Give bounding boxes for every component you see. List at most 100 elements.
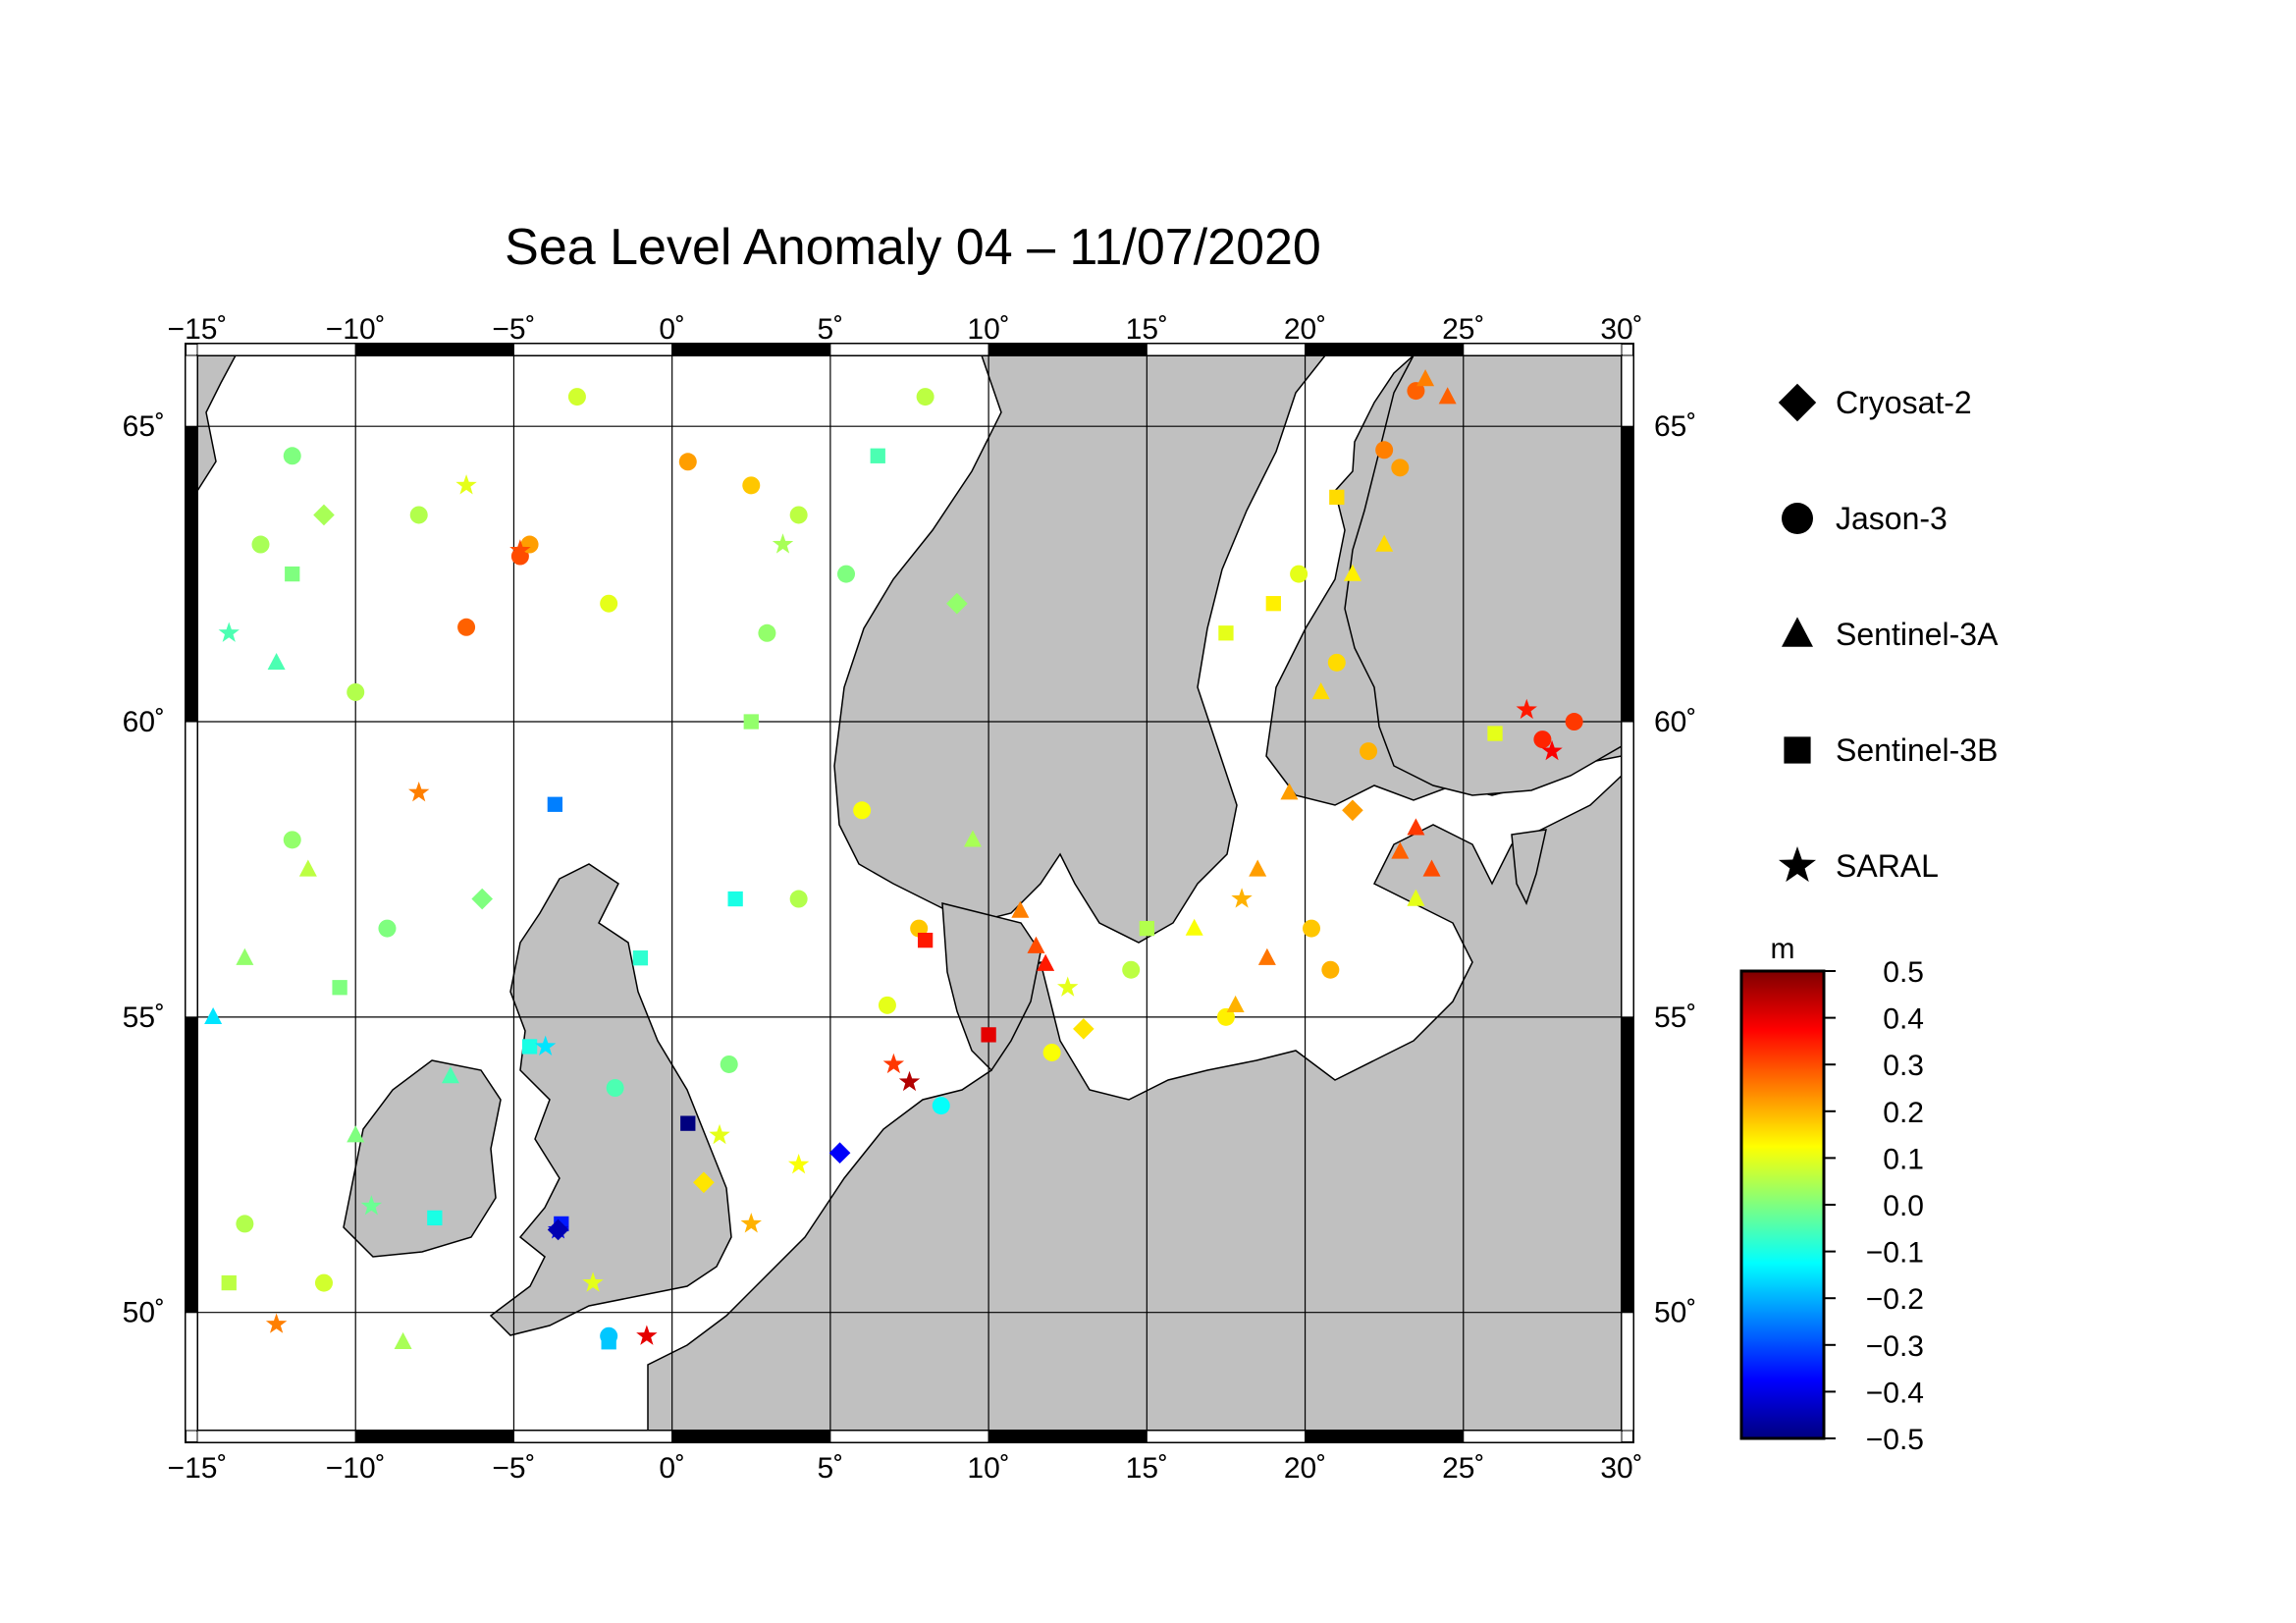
colorbar-unit: m	[1771, 933, 1795, 965]
legend-label: Sentinel-3B	[1836, 732, 1998, 768]
marker-saral	[265, 1313, 288, 1333]
marker-sentinel-3a	[441, 1066, 459, 1084]
lon-tick-label-bottom: 15˚	[1126, 1452, 1168, 1485]
marker-cryosat-2	[828, 1142, 851, 1164]
marker-jason-3	[251, 535, 270, 554]
marker-sentinel-3a	[963, 830, 982, 847]
marker-sentinel-3a	[1249, 859, 1267, 877]
frame-bar-top	[512, 343, 673, 356]
legend-symbol-diamond	[1778, 383, 1817, 422]
marker-jason-3	[1042, 1043, 1061, 1061]
colorbar-tick-label: −0.4	[1866, 1377, 1924, 1409]
marker-jason-3	[916, 388, 934, 406]
map-frame	[185, 343, 1634, 1443]
marker-saral	[709, 1123, 730, 1145]
frame-bar-right	[1621, 1312, 1634, 1432]
colorbar-gradient	[1739, 969, 1826, 1440]
frame-bar-bottom	[988, 1430, 1148, 1443]
marker-sentinel-3a	[1037, 953, 1055, 971]
marker-sentinel-3b	[1218, 625, 1234, 641]
marker-jason-3	[283, 447, 301, 465]
frame-bar-bottom	[196, 1430, 356, 1443]
colorbar-tick-label: −0.1	[1866, 1237, 1924, 1270]
marker-jason-3	[758, 623, 776, 642]
marker-sentinel-3b	[221, 1274, 237, 1291]
lat-tick-label-left: 65˚	[123, 410, 165, 443]
colorbar-tick-label: −0.5	[1866, 1424, 1924, 1456]
marker-sentinel-3b	[1265, 596, 1281, 612]
marker-jason-3	[853, 801, 872, 820]
colorbar-tick-label: 0.5	[1883, 956, 1924, 989]
marker-sentinel-3a	[1343, 564, 1362, 581]
marker-sentinel-3b	[601, 1334, 616, 1350]
marker-saral	[360, 1195, 383, 1216]
marker-jason-3	[283, 831, 301, 849]
frame-bar-bottom	[671, 1430, 831, 1443]
marker-saral	[636, 1325, 658, 1345]
colorbar: m 0.5 0.4 0.3 0.2 0.1 0.0 −0.1 −0.2 −0.3 −0.4 −0.5	[1739, 933, 1924, 1456]
legend-symbol-circle	[1782, 503, 1813, 534]
marker-sentinel-3a	[1422, 859, 1441, 877]
lon-tick-label-bottom: 5˚	[818, 1452, 844, 1485]
marker-jason-3	[510, 547, 529, 566]
colorbar-tick-label: −0.2	[1866, 1283, 1924, 1316]
lon-tick-label-top: 30˚	[1600, 313, 1642, 346]
lat-tick-label-left: 60˚	[123, 706, 165, 738]
marker-sentinel-3a	[1391, 841, 1410, 859]
marker-sentinel-3a	[1280, 783, 1299, 800]
frame-bar-left	[185, 721, 198, 1018]
lon-tick-label-bottom: −15˚	[168, 1452, 228, 1485]
frame-bar-right	[1621, 425, 1634, 723]
marker-saral	[1057, 976, 1079, 997]
land-denmark	[941, 902, 1041, 1072]
marker-cryosat-2	[693, 1171, 715, 1194]
marker-saral	[1541, 739, 1563, 761]
marker-sentinel-3a	[236, 947, 254, 965]
marker-jason-3	[1303, 919, 1321, 938]
frame-bar-top	[1305, 343, 1465, 356]
marker-sentinel-3a	[1407, 818, 1425, 836]
lon-tick-label-bottom: −5˚	[492, 1452, 535, 1485]
lat-tick-label-left: 50˚	[123, 1297, 165, 1329]
marker-sentinel-3a	[1407, 889, 1425, 906]
marker-sentinel-3a	[1027, 936, 1045, 953]
lon-tick-label-top: −10˚	[326, 313, 386, 346]
legend-label: Cryosat-2	[1836, 385, 1972, 420]
satellite-legend: Cryosat-2 Jason-3 Sentinel-3A Sentinel-3B SA…	[1778, 383, 1999, 884]
marker-jason-3	[837, 565, 856, 583]
marker-sentinel-3b	[743, 714, 759, 730]
marker-cryosat-2	[1073, 1018, 1095, 1040]
frame-bar-top	[1146, 343, 1307, 356]
marker-saral	[582, 1271, 604, 1292]
marker-jason-3	[378, 919, 397, 938]
marker-jason-3	[1407, 382, 1425, 401]
lon-tick-label-top: 5˚	[818, 313, 844, 346]
legend-label: Sentinel-3A	[1836, 617, 1999, 652]
marker-saral	[740, 1213, 762, 1233]
marker-sentinel-3a	[1011, 900, 1030, 918]
tick-labels: −15˚ −15˚ −10˚ −10˚ −5˚ −5˚ 0˚ 0˚ 5˚ 5˚ 10˚ 10˚ 15˚ 1…	[123, 313, 1697, 1485]
marker-sentinel-3a	[347, 1125, 365, 1143]
marker-saral	[772, 533, 794, 554]
marker-sentinel-3a	[204, 1006, 223, 1025]
marker-cryosat-2	[313, 504, 335, 526]
lon-tick-label-top: −5˚	[492, 313, 535, 346]
lon-tick-label-bottom: 10˚	[967, 1452, 1009, 1485]
frame-bar-left	[185, 425, 198, 723]
marker-saral	[1516, 698, 1537, 720]
marker-sentinel-3a	[267, 652, 286, 671]
marker-saral	[218, 622, 240, 642]
legend-label: Jason-3	[1836, 501, 1948, 536]
marker-sentinel-3b	[1329, 489, 1345, 506]
lon-tick-label-bottom: 30˚	[1600, 1452, 1642, 1485]
frame-bar-left	[185, 1016, 198, 1314]
marker-cryosat-2	[547, 1218, 569, 1241]
marker-jason-3	[347, 682, 365, 701]
marker-sentinel-3b	[632, 950, 649, 966]
marker-saral	[408, 781, 430, 802]
marker-sentinel-3b	[727, 891, 743, 907]
legend-symbol-triangle	[1782, 617, 1813, 647]
frame-bar-top	[1463, 343, 1623, 356]
marker-jason-3	[606, 1079, 624, 1098]
page-title: Sea Level Anomaly 04 – 11/07/2020	[505, 219, 1321, 276]
